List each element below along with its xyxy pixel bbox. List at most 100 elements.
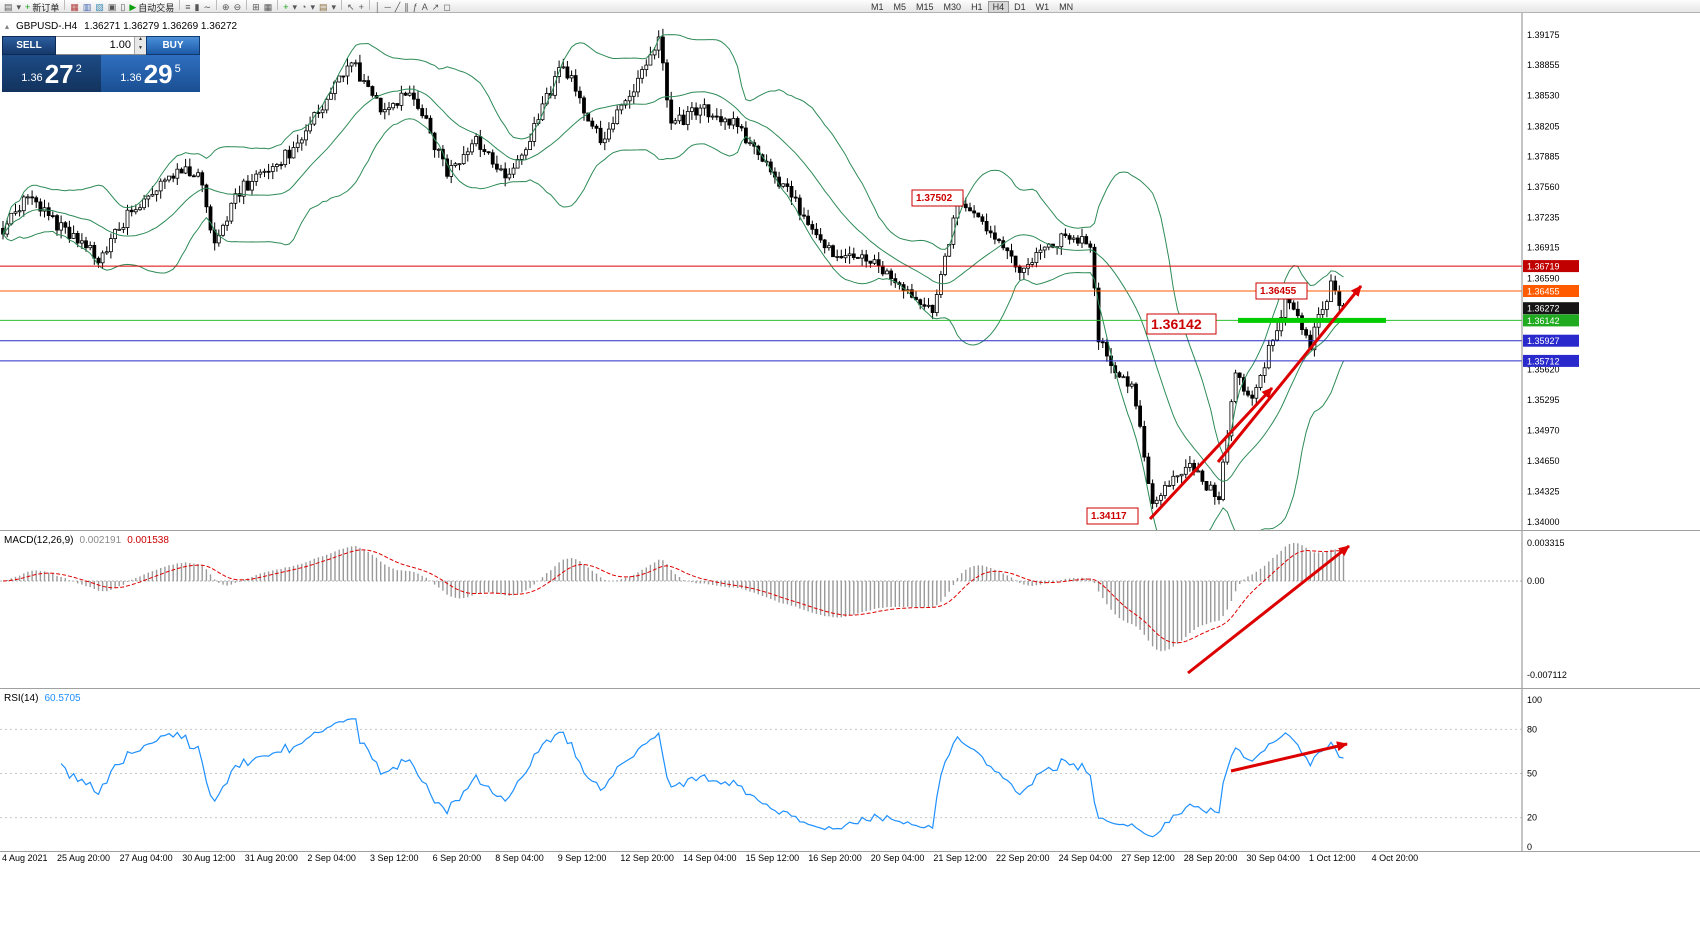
autotrading-button[interactable]: ▶ 自动交易 (127, 2, 176, 14)
buy-price-prefix: 1.36 (120, 71, 142, 84)
shapes-icon: ◻ (443, 2, 451, 12)
strategy-tester-button[interactable]: ▯ (118, 2, 127, 14)
main-price-chart[interactable]: 1.39175 1.38855 1.38530 1.38205 1.37885 1.375… (0, 13, 1700, 531)
timeframe-m5-button[interactable]: M5 (893, 1, 907, 12)
templates-button[interactable]: ▤ (317, 2, 330, 14)
price-tick-label: 1.38530 (1527, 91, 1560, 101)
shapes-button[interactable]: ◻ (441, 2, 452, 14)
price-tick-label: 1.39175 (1527, 30, 1560, 40)
indicators-dropdown-button[interactable]: ▾ (290, 2, 299, 14)
timeframe-m30-button[interactable]: M30 (943, 1, 962, 12)
auto-arrange-button[interactable]: ▦ (262, 2, 275, 14)
new-chart-icon: ▤ (4, 2, 13, 12)
price-axis[interactable]: 1.39175 1.38855 1.38530 1.38205 1.37885 1.375… (1521, 13, 1579, 531)
horizontal-line-button[interactable]: ─ (382, 2, 392, 14)
timeframe-w1-button[interactable]: W1 (1035, 1, 1050, 12)
auto-arrange-icon: ▦ (263, 2, 273, 12)
templates-dropdown-button[interactable]: ▾ (329, 2, 338, 14)
time-tick-label: 27 Aug 04:00 (119, 853, 173, 863)
volume-spinner: ▲ ▼ (134, 37, 146, 54)
candlestick-chart-button[interactable]: ▮ (193, 2, 202, 14)
trend-arrow[interactable] (1216, 285, 1363, 463)
bar-chart-button[interactable]: ≡ (183, 2, 192, 14)
navigator-button[interactable]: ▧ (93, 2, 106, 14)
macd-indicator-pane[interactable]: 0.003315 0.00 -0.007112 (0, 531, 1700, 689)
buy-price-display[interactable]: 1.36 29 5 (101, 55, 200, 92)
timeframe-m15-button[interactable]: M15 (916, 1, 934, 12)
pane-separator-macd-rsi[interactable] (0, 688, 1700, 689)
annotation-box[interactable] (1255, 282, 1308, 300)
trendline-button[interactable]: ╱ (393, 2, 402, 14)
arrow-objects-button[interactable]: ↗ (430, 2, 442, 14)
volume-down-icon[interactable]: ▼ (135, 45, 146, 54)
support-zone-band[interactable] (1238, 317, 1386, 323)
text-label-button[interactable]: A (420, 2, 430, 14)
zoom-in-icon: ⊕ (222, 2, 230, 12)
periods-dropdown-button[interactable]: ▾ (308, 2, 317, 14)
volume-value[interactable]: 1.00 (109, 39, 131, 51)
pane-separator-rsi-timeaxis[interactable] (0, 851, 1700, 852)
new-order-button[interactable]: + 新订单 (23, 2, 61, 14)
time-tick-label: 22 Sep 20:00 (996, 853, 1050, 863)
timeframe-m1-button[interactable]: M1 (871, 1, 884, 12)
price-tag-1.35927 (1523, 334, 1579, 347)
price-tick-label: 1.37560 (1527, 182, 1560, 192)
annotation-text: 1.36455 (1260, 286, 1297, 297)
time-axis[interactable]: 4 Aug 2021 25 Aug 20:00 27 Aug 04:00 30 Aug… (0, 852, 1700, 866)
zoom-out-button[interactable]: ⊖ (232, 2, 244, 14)
new-chart-dropdown-button[interactable]: ▾ (15, 2, 24, 14)
macd-signal-value: 0.001538 (127, 535, 169, 546)
horizontal-levels (0, 265, 1522, 362)
new-chart-button[interactable]: ▤ (2, 2, 15, 14)
market-watch-button[interactable]: ▦ (68, 2, 81, 14)
timeframe-h1-button[interactable]: H1 (971, 1, 983, 12)
fibonacci-button[interactable]: ƒ (411, 2, 420, 14)
bollinger-bands (2, 34, 1344, 531)
crosshair-button[interactable]: + (357, 2, 366, 14)
sell-price-sup: 2 (75, 62, 82, 75)
zoom-in-button[interactable]: ⊕ (220, 2, 232, 14)
rsi-axis-label: 80 (1527, 724, 1537, 734)
data-window-button[interactable]: ▥ (81, 2, 94, 14)
vertical-line-button[interactable]: │ (373, 2, 383, 14)
macd-main-value: 0.002191 (79, 535, 122, 546)
price-tag-1.36272 (1523, 302, 1579, 315)
toolbar-separator (341, 0, 343, 10)
volume-stepper[interactable]: 1.00 ▲ ▼ (56, 36, 146, 55)
tile-windows-button[interactable]: ⊞ (250, 2, 262, 14)
timeframe-mn-button[interactable]: MN (1059, 1, 1074, 12)
price-tag-1.36455 (1523, 285, 1579, 297)
templates-icon: ▤ (318, 2, 328, 12)
vertical-line-icon: │ (374, 2, 381, 12)
channel-button[interactable]: ∥ (402, 2, 411, 14)
pane-separator-chart-macd[interactable] (0, 530, 1700, 531)
periods-button[interactable]: ◔ (299, 2, 308, 14)
autotrading-icon: ▶ (129, 2, 137, 12)
price-tick-label: 1.35620 (1527, 365, 1560, 375)
annotation-box[interactable] (911, 189, 964, 207)
sell-price-display[interactable]: 1.36 27 2 (2, 55, 101, 92)
price-tag-1.35712 (1523, 354, 1579, 367)
sell-button[interactable]: SELL (2, 36, 56, 55)
cursor-button[interactable]: ↖ (345, 2, 357, 14)
rsi-indicator-pane[interactable]: 100 80 50 20 0 (0, 689, 1700, 851)
macd-histogram (6, 543, 1345, 652)
price-tick-label: 1.37885 (1527, 151, 1560, 161)
trend-arrow[interactable] (1187, 544, 1350, 675)
annotation-text: 1.37502 (916, 193, 953, 204)
line-chart-button[interactable]: ∼ (202, 2, 214, 14)
volume-up-icon[interactable]: ▲ (135, 37, 146, 46)
indicators-button[interactable]: + (281, 2, 290, 14)
annotation-box[interactable] (1146, 313, 1217, 335)
price-tick-label: 1.38205 (1527, 121, 1560, 131)
trend-arrow[interactable] (1230, 741, 1348, 773)
zoom-out-icon: ⊖ (233, 2, 242, 12)
trend-arrow[interactable] (1148, 386, 1274, 521)
price-tag-label: 1.36455 (1527, 287, 1560, 297)
market-watch-icon: ▦ (70, 2, 79, 12)
annotation-box[interactable] (1086, 507, 1139, 525)
terminal-button[interactable]: ▣ (106, 2, 119, 14)
timeframe-d1-button[interactable]: D1 (1014, 1, 1026, 12)
timeframe-h4-button[interactable]: H4 (987, 0, 1010, 13)
buy-button[interactable]: BUY (146, 36, 200, 55)
